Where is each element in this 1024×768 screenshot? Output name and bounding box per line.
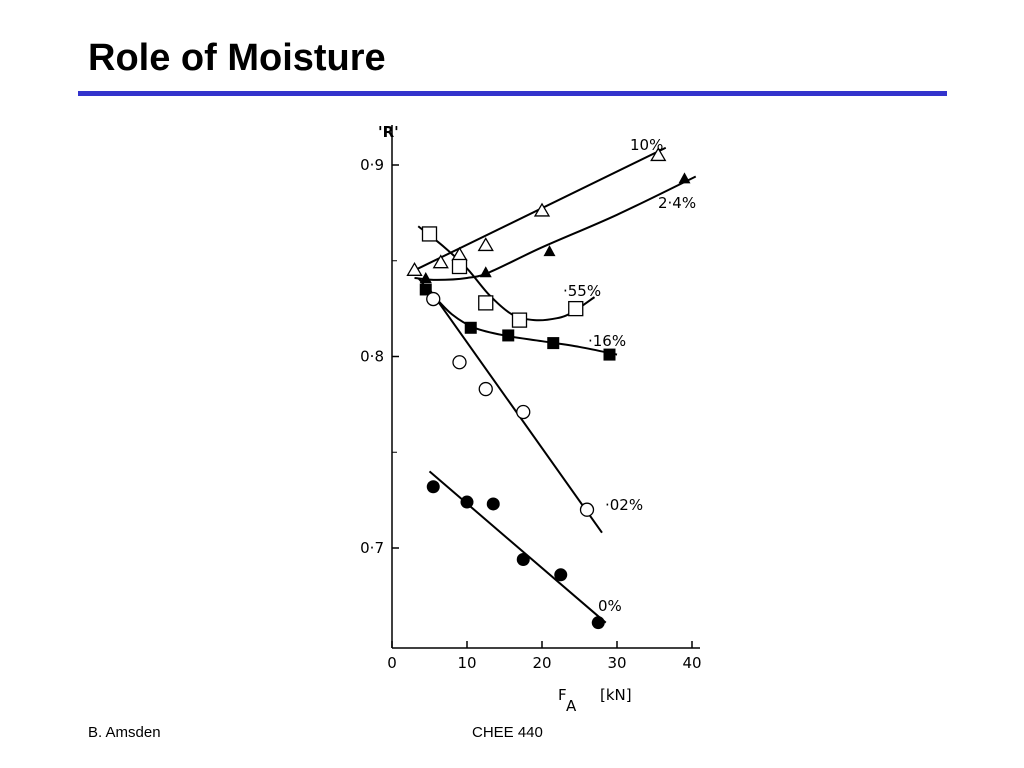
data-point-filled-triangle (419, 271, 432, 283)
data-point-open-square (478, 295, 494, 311)
series-label: 0% (598, 597, 622, 615)
data-point-open-triangle (477, 237, 494, 252)
data-point-filled-triangle (678, 172, 691, 184)
axes: 0·7 0·8 0·9 0 10 20 30 40 (360, 125, 702, 672)
data-point-open-square (568, 300, 584, 317)
data-point-filled-circle (516, 552, 530, 566)
series-label: 2·4% (658, 194, 696, 212)
data-point-open-circle (516, 404, 531, 420)
data-point-filled-circle (486, 497, 500, 511)
series-curves (414, 146, 697, 624)
series-labels: 10% 2·4% ·55% ·16% ·02% 0% (563, 136, 696, 615)
series-label: 10% (630, 136, 663, 154)
footer-course: CHEE 440 (472, 724, 543, 741)
data-point-filled-triangle (479, 266, 492, 278)
y-tick-label: 0·9 (360, 156, 384, 174)
series-label: ·55% (563, 282, 601, 300)
y-tick-label: 0·7 (360, 539, 384, 557)
data-point-open-triangle (406, 262, 423, 276)
data-point-open-circle (478, 381, 493, 397)
series-label: ·02% (605, 496, 643, 514)
data-point-filled-square (547, 337, 560, 350)
series-label: ·16% (588, 332, 626, 350)
data-point-open-circle (579, 502, 595, 517)
data-point-filled-square (419, 283, 432, 296)
data-point-filled-triangle (543, 245, 556, 257)
data-point-open-square (451, 258, 468, 275)
series-markers (406, 147, 691, 630)
data-point-open-triangle (533, 202, 551, 217)
x-tick-label: 10 (457, 654, 476, 672)
title-rule (78, 91, 947, 96)
series-curve (428, 288, 603, 534)
footer-author: B. Amsden (88, 724, 161, 741)
series-curve (428, 470, 607, 624)
series-curve (414, 175, 697, 281)
data-point-filled-square (464, 321, 477, 334)
y-tick-label: 0·8 (360, 348, 384, 366)
data-point-filled-square (603, 348, 616, 361)
x-axis-label: F (558, 686, 567, 704)
data-point-open-triangle (650, 147, 667, 162)
data-point-filled-square (502, 329, 515, 342)
x-axis-label-subscript: A (566, 697, 577, 715)
data-point-open-square (511, 312, 528, 328)
y-axis-label: 'R' (378, 123, 399, 141)
data-point-filled-circle (554, 568, 568, 582)
data-point-filled-circle (460, 495, 474, 509)
data-point-open-square (421, 226, 438, 242)
data-point-open-circle (452, 355, 467, 370)
x-tick-label: 0 (387, 654, 397, 672)
x-tick-label: 30 (607, 654, 626, 672)
data-point-filled-circle (426, 480, 440, 494)
x-tick-label: 20 (532, 654, 551, 672)
data-point-open-circle (426, 291, 441, 307)
data-point-open-triangle (432, 254, 449, 269)
slide-title: Role of Moisture (88, 37, 386, 79)
x-axis-unit: [kN] (600, 686, 632, 704)
data-point-filled-circle (591, 616, 605, 630)
x-tick-label: 40 (682, 654, 701, 672)
